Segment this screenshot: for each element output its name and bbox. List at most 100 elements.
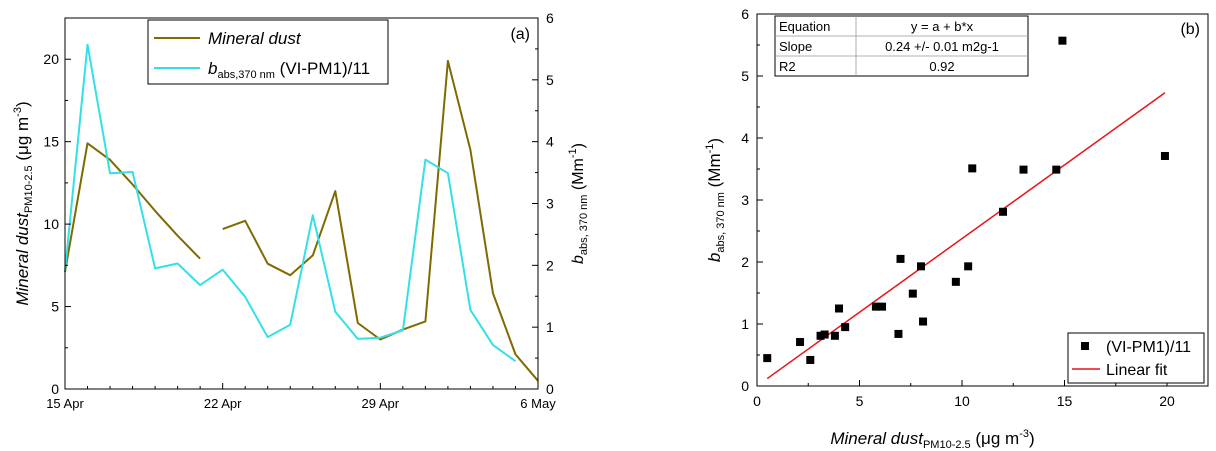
scatter-point	[820, 330, 829, 339]
scatter-point	[806, 355, 815, 364]
scatter-point	[835, 304, 843, 313]
left-y-tick-label: 5	[51, 299, 59, 315]
scatter-point	[896, 254, 905, 263]
scatter-point	[919, 317, 928, 326]
left-y-label-main: Mineral dust	[13, 212, 32, 306]
b-x-label-subscript: PM10-2.5	[923, 439, 971, 451]
scatter-point	[816, 331, 825, 340]
right-y-tick-label: 1	[546, 319, 554, 335]
scatter-point	[1052, 165, 1061, 174]
b-y-tick-label: 5	[741, 68, 749, 84]
scatter-point	[917, 262, 925, 271]
b-y-tick-label: 6	[741, 6, 749, 22]
b-y-label-subscript: abs, 370 nm	[715, 192, 727, 253]
left-y-tick-label: 0	[51, 381, 59, 397]
legend-a: Mineral dust babs,370 nm (VI-PM1)/11	[147, 19, 389, 85]
b-x-axis-label: Mineral dustPM10-2.5 (μg m-3)	[830, 428, 1034, 451]
x-tick-label: 6 May	[520, 396, 556, 411]
right-y-tick-label: 2	[546, 257, 554, 273]
right-y-tick-label: 0	[546, 381, 554, 397]
b-y-label-close: )	[705, 138, 724, 144]
scatter-point	[908, 289, 917, 298]
right-y-label-subscript: abs, 370 nm	[578, 195, 590, 256]
legend-a-label-subscript: abs,370 nm	[217, 69, 274, 81]
scatter-point	[841, 323, 850, 332]
scatter-point	[1058, 36, 1067, 45]
b-x-tick-label: 10	[954, 393, 970, 409]
right-y-tick-label: 4	[546, 134, 554, 150]
b-y-axis-label: babs, 370 nm (Mm-1)	[704, 138, 727, 262]
legend-a-label: Mineral dust	[208, 29, 302, 48]
legend-b-box	[1067, 332, 1205, 384]
series-line-babs-segment-0	[64, 43, 517, 363]
b-x-label-main: Mineral dust	[830, 429, 924, 448]
b-y-label-main: b	[705, 253, 724, 262]
linear-fit-line	[766, 92, 1166, 380]
legend-b-label: (VI-PM1)/11	[1106, 339, 1191, 356]
right-y-tick-label: 5	[546, 72, 554, 88]
x-tick-label: 22 Apr	[204, 396, 242, 411]
fit-table-value: 0.92	[929, 59, 954, 74]
b-x-label-unit: (μg m	[971, 429, 1020, 448]
right-y-tick-label: 3	[546, 196, 554, 212]
left-y-tick-label: 20	[43, 51, 59, 67]
right-y-tick-label: 6	[546, 10, 554, 26]
scatter-point	[968, 164, 977, 173]
b-y-tick-label: 4	[741, 130, 749, 146]
b-y-label-superscript: -1	[704, 144, 716, 154]
scatter-point	[999, 207, 1007, 216]
left-y-label-unit: (μg m	[13, 117, 32, 166]
fit-table-key: Equation	[779, 19, 830, 34]
b-y-tick-label: 3	[741, 192, 749, 208]
panel-label-a: (a)	[510, 26, 530, 43]
right-y-label-main: b	[570, 255, 587, 264]
legend-b: (VI-PM1)/11 Linear fit	[1067, 332, 1205, 384]
b-x-tick-label: 5	[856, 393, 864, 409]
panel-label-b: (b)	[1180, 21, 1200, 38]
scatter-point	[796, 337, 805, 346]
b-y-tick-label: 2	[741, 254, 749, 270]
legend-a-label-main: Mineral dust	[208, 29, 302, 48]
panel-b-scatter-chart: 0 5 10 15 20 0 1 2 3 4 5 6 Mineral dustPM10-2.5 (μg …	[704, 6, 1209, 451]
b-x-tick-label: 20	[1159, 393, 1175, 409]
fit-results-table: Equation y = a + b*x Slope 0.24 +/- 0.01 m2…	[774, 15, 1029, 77]
legend-a-label-rest: (VI-PM1)/11	[275, 59, 370, 78]
series-line-mineral-dust-segment-0	[64, 142, 201, 273]
b-y-tick-label: 1	[741, 316, 749, 332]
legend-b-marker-square	[1081, 342, 1089, 350]
scatter-point	[951, 277, 960, 286]
b-x-label-close: )	[1029, 429, 1035, 448]
b-x-label-superscript: -3	[1019, 428, 1029, 440]
right-y-label-superscript: -1	[567, 148, 579, 158]
fit-table-value: y = a + b*x	[911, 19, 974, 34]
scatter-point	[894, 329, 903, 338]
left-y-label-subscript: PM10-2.5	[23, 165, 35, 213]
scatter-point	[871, 302, 880, 311]
right-y-label-unit: (Mm	[570, 158, 587, 194]
right-y-label-close: )	[570, 143, 587, 148]
x-tick-label: 15 Apr	[46, 396, 84, 411]
b-y-tick-label: 0	[741, 378, 749, 394]
scatter-point	[964, 262, 973, 271]
left-y-label-close: )	[13, 101, 32, 107]
legend-a-label-main: b	[208, 59, 217, 78]
b-x-tick-label: 15	[1057, 393, 1073, 409]
scatter-point	[1019, 165, 1028, 174]
fit-table-frame	[774, 15, 1029, 77]
b-x-tick-label: 0	[753, 393, 761, 409]
scatter-point	[1160, 151, 1169, 160]
scatter-point	[830, 331, 839, 340]
fit-table-key: R2	[779, 59, 796, 74]
legend-a-label: babs,370 nm (VI-PM1)/11	[208, 59, 370, 81]
legend-a-box	[147, 19, 389, 85]
left-y-label-superscript: -3	[12, 107, 24, 117]
legend-b-label: Linear fit	[1106, 362, 1168, 379]
x-tick-label: 29 Apr	[362, 396, 400, 411]
panel-a-line-chart: 0 5 10 15 20 0 1 2 3 4 5 6 15 Apr 22 Apr 29 Apr 6 May Mi…	[12, 10, 590, 411]
b-y-label-unit: (Mm	[705, 153, 724, 192]
left-y-axis-label: Mineral dustPM10-2.5 (μg m-3)	[12, 101, 35, 305]
scatter-point	[763, 354, 772, 363]
left-y-tick-label: 10	[43, 216, 59, 232]
fit-table-key: Slope	[779, 39, 812, 54]
